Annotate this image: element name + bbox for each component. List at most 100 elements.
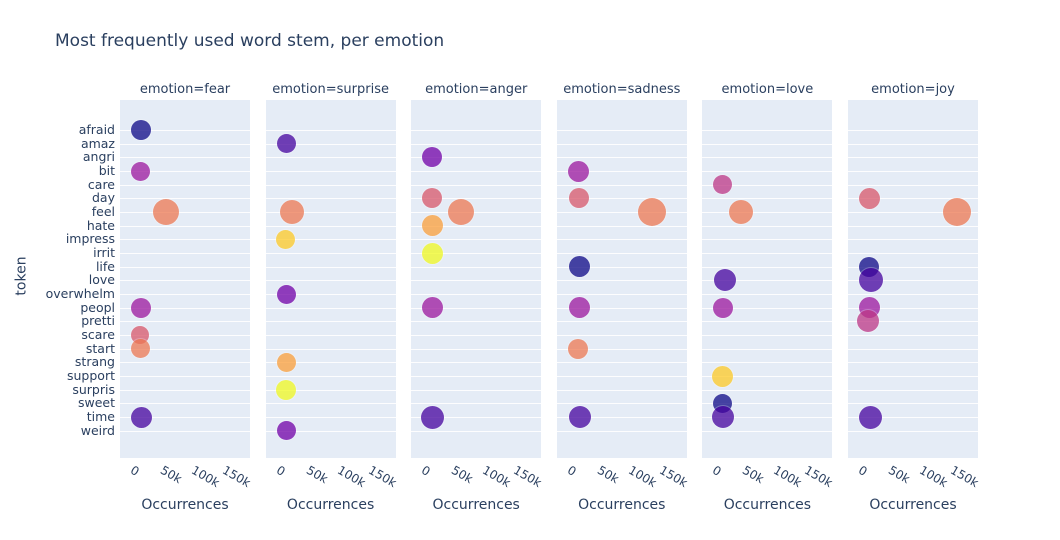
data-point[interactable] [567,338,588,359]
gridline [848,307,978,309]
data-point[interactable] [638,198,667,227]
gridline [702,294,833,296]
data-point[interactable] [568,188,589,209]
data-point[interactable] [276,352,296,372]
gridline [556,307,687,309]
data-point[interactable] [131,297,152,318]
facet-panel [702,100,833,458]
data-point[interactable] [421,215,443,237]
data-point[interactable] [276,284,296,304]
gridline [265,130,396,131]
data-point[interactable] [421,188,442,209]
gridline [120,253,250,255]
gridline [556,266,687,268]
data-point[interactable] [152,199,179,226]
gridline [265,321,396,323]
data-point[interactable] [275,229,295,249]
x-axis-title: Occurrences [286,497,375,513]
data-point[interactable] [713,175,733,195]
facet-header: emotion=fear [139,82,231,97]
gridline [848,239,978,241]
gridline [120,266,250,268]
y-tick-label: bit [98,163,115,178]
gridline [265,266,396,268]
y-tick-label: time [86,409,115,425]
gridline [848,225,978,227]
gridline [411,198,542,200]
x-tick-label: 100k [625,463,659,491]
gridline [265,335,396,337]
gridline [848,171,978,172]
data-point[interactable] [568,297,590,319]
gridline [848,130,978,131]
gridline [556,184,687,186]
gridline [265,171,396,172]
data-point[interactable] [130,339,150,359]
gridline [702,143,833,145]
gridline [265,389,396,391]
data-point[interactable] [276,134,296,154]
y-tick-label: scare [81,327,115,343]
gridline [120,294,250,296]
facet-header: emotion=love [721,82,814,97]
data-point[interactable] [130,161,150,181]
gridline [848,348,978,350]
gridline [120,348,250,350]
data-point[interactable] [857,310,880,333]
data-point[interactable] [712,365,734,387]
gridline [411,130,542,131]
gridline [411,239,542,241]
gridline [556,362,687,364]
x-tick-label: 100k [189,463,222,491]
gridline [411,143,542,145]
gridline [120,212,250,214]
gridline [556,430,687,432]
data-point[interactable] [943,198,972,227]
data-point[interactable] [276,421,296,441]
gridline [702,184,833,186]
data-point[interactable] [568,256,590,278]
data-point[interactable] [131,406,153,428]
x-axis-title: Occurrences [432,497,520,513]
data-point[interactable] [421,405,445,429]
y-tick-label: overwhelm [45,286,115,302]
gridline [848,198,978,200]
data-point[interactable] [713,297,734,318]
x-axis-title: Occurrences [141,497,229,513]
gridline [265,225,396,227]
data-point[interactable] [422,297,444,319]
gridline [556,253,687,255]
data-point[interactable] [448,199,475,226]
data-point[interactable] [859,187,881,209]
gridline [120,143,250,145]
data-point[interactable] [728,200,753,225]
x-tick-label: 100k [771,463,805,491]
data-point[interactable] [279,200,304,225]
data-point[interactable] [858,405,882,429]
gridline [556,376,687,378]
gridline [265,348,396,350]
data-point[interactable] [131,120,152,140]
data-point[interactable] [568,160,590,182]
facet-header: emotion=sadness [563,82,681,97]
gridline [702,335,833,337]
data-point[interactable] [858,268,883,293]
data-point[interactable] [568,406,591,429]
data-point[interactable] [712,406,735,429]
x-tick-label: 150k [365,463,399,491]
x-tick-label: 0 [710,463,725,479]
gridline [265,362,396,364]
x-tick-label: 100k [917,463,950,491]
data-point[interactable] [276,379,297,400]
y-tick-label: hate [86,217,115,233]
gridline [120,239,250,241]
y-tick-label: peopl [80,299,115,315]
gridline [556,225,687,227]
y-tick-label: irrit [93,245,115,261]
gridline [120,130,250,131]
gridline [265,307,396,309]
data-point[interactable] [421,242,443,264]
data-point[interactable] [714,269,737,292]
gridline [702,307,833,309]
data-point[interactable] [422,147,443,168]
